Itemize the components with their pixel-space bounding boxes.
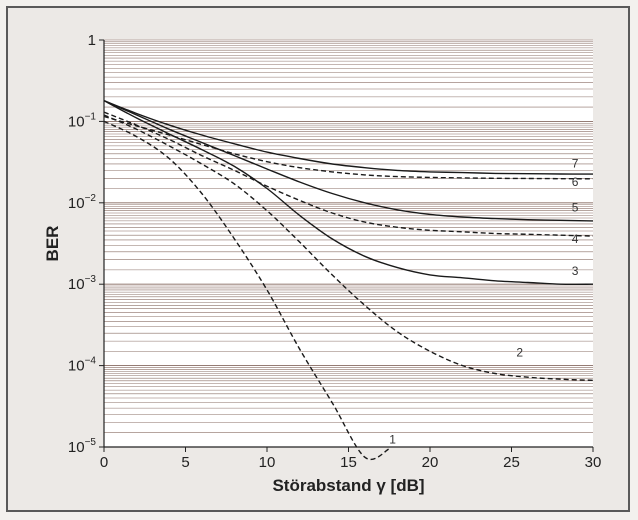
x-tick-label: 20	[422, 454, 439, 471]
x-tick-label: 10	[259, 454, 276, 471]
curve-label-2: 2	[516, 345, 523, 359]
curve-2	[103, 114, 594, 381]
y-tick-label: 10−1	[68, 111, 97, 130]
y-tick-label: 10−2	[68, 193, 97, 212]
x-tick-label: 25	[503, 454, 520, 471]
x-tick-label: 5	[181, 454, 189, 471]
y-tick-label: 10−4	[68, 356, 97, 375]
y-tick-label: 1	[88, 32, 96, 49]
x-tick-label: 15	[340, 454, 357, 471]
y-tick-label: 10−3	[68, 274, 97, 293]
curve-labels: 1 2 3 4 5 6 7	[389, 157, 579, 447]
x-tick-label: 30	[585, 454, 602, 471]
curve-label-6: 6	[572, 175, 579, 189]
plot-area	[104, 40, 593, 447]
curve-label-7: 7	[572, 157, 579, 171]
y-axis-label: BER	[43, 226, 62, 262]
curve-label-4: 4	[572, 232, 579, 246]
curve-label-1: 1	[389, 433, 396, 447]
curve-label-5: 5	[572, 201, 579, 215]
x-tick-label: 0	[100, 454, 108, 471]
curve-4	[103, 111, 594, 237]
x-axis-label: Störabstand γ [dB]	[272, 476, 424, 495]
curve-6	[103, 115, 594, 180]
curve-label-3: 3	[572, 264, 579, 278]
curve-7	[103, 99, 594, 175]
curve-1	[103, 120, 390, 461]
curve-3	[103, 99, 594, 286]
curves	[103, 99, 594, 461]
curve-5	[103, 99, 594, 222]
y-tick-label: 10−5	[68, 437, 97, 456]
